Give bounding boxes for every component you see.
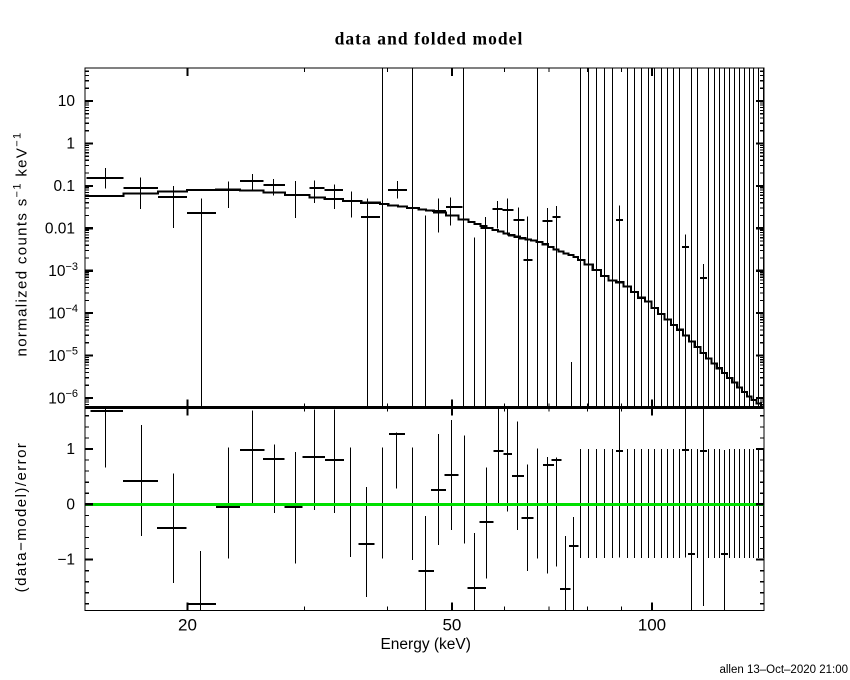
- svg-text:1: 1: [66, 441, 75, 458]
- svg-text:−1: −1: [57, 552, 75, 569]
- svg-text:0: 0: [66, 496, 75, 513]
- svg-text:0.1: 0.1: [53, 178, 75, 195]
- svg-text:data and folded model: data and folded model: [335, 29, 524, 49]
- svg-text:20: 20: [178, 616, 197, 635]
- svg-text:0.01: 0.01: [45, 220, 75, 237]
- svg-text:(data−model)/error: (data−model)/error: [13, 442, 30, 593]
- svg-text:50: 50: [442, 616, 461, 635]
- svg-text:10: 10: [58, 93, 76, 110]
- svg-text:1: 1: [66, 135, 75, 152]
- svg-text:100: 100: [638, 616, 666, 635]
- svg-text:Energy (keV): Energy (keV): [380, 636, 470, 653]
- svg-text:allen 13–Oct–2020 21:00: allen 13–Oct–2020 21:00: [719, 664, 848, 676]
- svg-text:normalized counts s−1 keV−1: normalized counts s−1 keV−1: [12, 132, 31, 357]
